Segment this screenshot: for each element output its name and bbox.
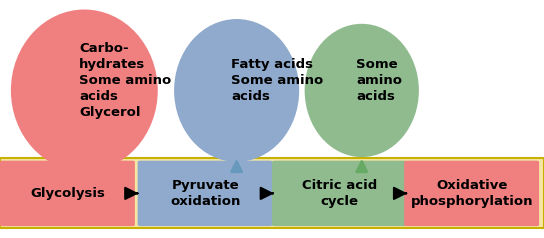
- FancyBboxPatch shape: [404, 161, 539, 226]
- Ellipse shape: [305, 24, 419, 157]
- Text: Oxidative
phosphorylation: Oxidative phosphorylation: [410, 179, 533, 208]
- Ellipse shape: [174, 19, 299, 162]
- Text: Citric acid
cycle: Citric acid cycle: [302, 179, 377, 208]
- Text: Glycolysis: Glycolysis: [30, 187, 105, 200]
- FancyBboxPatch shape: [0, 158, 544, 228]
- Ellipse shape: [11, 10, 158, 171]
- Text: Pyruvate
oxidation: Pyruvate oxidation: [170, 179, 240, 208]
- FancyBboxPatch shape: [0, 161, 135, 226]
- Text: Fatty acids
Some amino
acids: Fatty acids Some amino acids: [231, 58, 324, 104]
- Text: Some
amino
acids: Some amino acids: [356, 58, 403, 104]
- FancyBboxPatch shape: [138, 161, 273, 226]
- Text: Carbo-
hydrates
Some amino
acids
Glycerol: Carbo- hydrates Some amino acids Glycero…: [79, 42, 171, 119]
- FancyBboxPatch shape: [272, 161, 407, 226]
